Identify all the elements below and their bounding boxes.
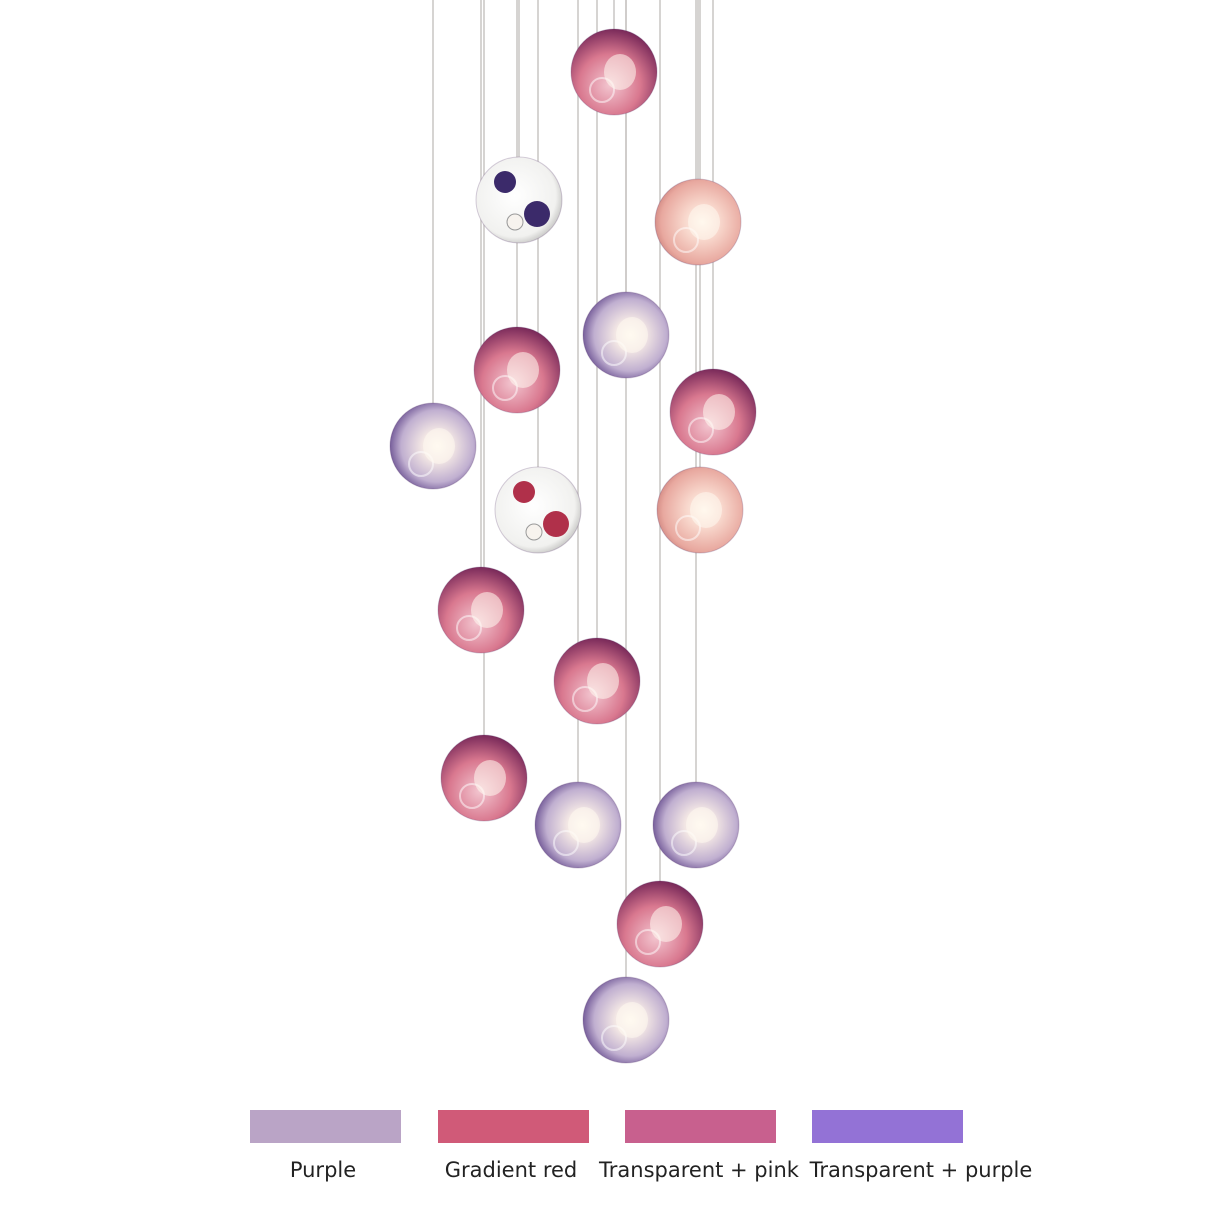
swatch-label: Purple [290, 1158, 356, 1182]
color-swatch [250, 1110, 401, 1143]
globe-highlight [690, 492, 722, 528]
globe-highlight [616, 317, 648, 353]
globe-bubble [589, 77, 615, 103]
swatch-label: Transparent + purple [809, 1158, 1033, 1182]
globe-highlight [507, 352, 539, 388]
globe-bubble [673, 227, 699, 253]
swatch-label: Transparent + pink [598, 1158, 800, 1182]
globe-highlight [616, 1002, 648, 1038]
globe-bubble [506, 213, 524, 231]
globe-highlight [604, 54, 636, 90]
globe [475, 156, 563, 244]
color-swatch [812, 1110, 963, 1143]
color-swatch [438, 1110, 589, 1143]
globe-bubble [456, 615, 482, 641]
globe-highlight [650, 906, 682, 942]
globe-bubble [492, 375, 518, 401]
globe-bubble [494, 171, 516, 193]
globe-bubble [543, 511, 569, 537]
globe-bubble [572, 686, 598, 712]
globe-bubble [408, 451, 434, 477]
globe-bubble [675, 515, 701, 541]
globe-highlight [471, 592, 503, 628]
color-swatch [625, 1110, 776, 1143]
globe-highlight [703, 394, 735, 430]
globe-bubble [513, 481, 535, 503]
globe-bubble [671, 830, 697, 856]
globe-bubble [601, 1025, 627, 1051]
swatch-label: Gradient red [445, 1158, 578, 1182]
globe-bubble [688, 417, 714, 443]
globe-highlight [474, 760, 506, 796]
globe-highlight [568, 807, 600, 843]
globe-highlight [587, 663, 619, 699]
globe-bubble [553, 830, 579, 856]
globe-bubble [459, 783, 485, 809]
globe-bubble [524, 201, 550, 227]
globe-bubble [601, 340, 627, 366]
globe-highlight [423, 428, 455, 464]
globes [389, 28, 757, 1064]
globe-highlight [688, 204, 720, 240]
globe-bubble [635, 929, 661, 955]
globe-bubble [525, 523, 543, 541]
legend: Purple Gradient red Transparent + pink Tran… [250, 1110, 1032, 1182]
globe-highlight [686, 807, 718, 843]
globe [494, 466, 582, 554]
